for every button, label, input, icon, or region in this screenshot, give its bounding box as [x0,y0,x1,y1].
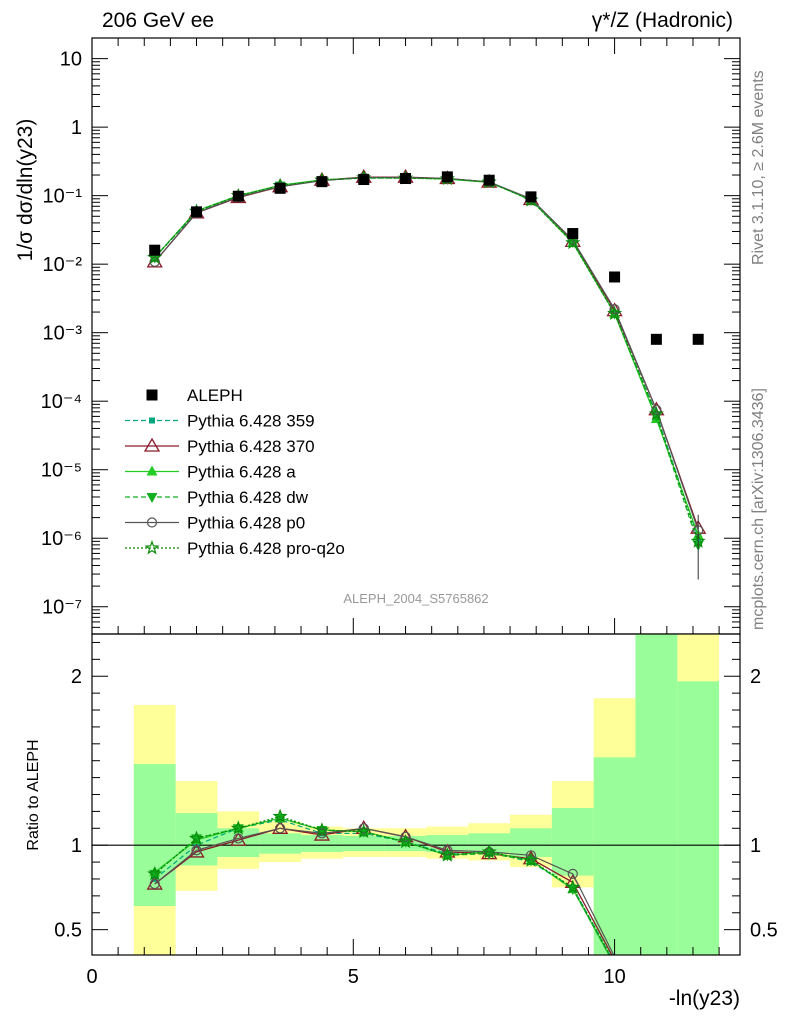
ratio-y-axis-title: Ratio to ALEPH [25,739,42,850]
marker-circle-open [149,878,160,890]
uncertainty-band-inner [551,808,594,876]
main-y-tick-label: 10⁻⁴ [41,391,82,413]
data-point-aleph [650,333,662,345]
legend-label: Pythia 6.428 pro-q2o [187,539,345,558]
x-tick-label: 10 [603,966,625,988]
uncertainty-band-inner [593,757,636,955]
marker-star [147,865,163,881]
marker-star [565,234,581,250]
mcplots-side-label: mcplots.cern.ch [arXiv:1306.3436] [750,388,767,630]
data-point-aleph [441,171,453,183]
data-point-aleph [274,182,286,194]
data-point-aleph [525,191,537,203]
main-plot-panel: 10⁻⁷ 10⁻⁶ 10⁻⁵ 10⁻⁴ 10⁻³ 10⁻² 10⁻¹ 1 10 ALEPH Pyth… [41,37,741,635]
main-y-tick-label: 10⁻⁷ [42,597,82,619]
marker-star [398,833,414,849]
legend-label: Pythia 6.428 dw [187,488,309,507]
ratio-y-tick-label: 1 [71,835,82,857]
marker-circle-open [358,823,369,834]
marker-star [523,852,539,867]
legend-label: Pythia 6.428 370 [187,437,315,456]
ratio-y-tick-label-right: 1 [750,835,761,857]
uncertainty-band-inner [468,833,511,853]
series-line-proq2o [154,177,699,542]
main-y-tick-label: 10⁻¹ [43,186,83,208]
marker-star [481,844,497,859]
main-y-tick-label: 10⁻³ [43,323,83,345]
uncertainty-band-inner [635,634,678,955]
marker-star [272,808,288,823]
marker-circle-open [316,828,328,839]
marker-triangle-down [146,493,158,503]
marker-star [188,830,205,845]
marker-circle-open [525,850,537,861]
main-series-group [146,168,707,580]
ratio-plot-panel: 0.5 0.5 1 1 2 2 0 5 10 [54,633,778,988]
main-y-tick-label: 10⁻⁶ [41,528,82,550]
legend-label: Pythia 6.428 a [187,463,296,482]
uncertainty-band-inner [133,764,176,907]
legend-label: ALEPH [187,386,243,405]
main-y-axis-title: 1/σ dσ/dln(y23) [14,119,37,262]
data-point-aleph [149,244,161,256]
data-point-aleph [400,172,412,184]
legend: ALEPH Pythia 6.428 359 Pythia 6.428 370 Pyt… [125,386,345,558]
marker-star [314,822,330,837]
marker-triangle-open [143,437,161,452]
ratio-line-dw [154,817,610,955]
ratio-y-tick-label-right: 0.5 [750,920,778,942]
header-energy-label: 206 GeV ee [102,9,214,32]
marker-star [565,879,581,894]
data-point-aleph [191,206,203,218]
header-process-label: γ*/Z (Hadronic) [592,9,733,32]
uncertainty-band-inner [301,835,343,852]
marker-triangle [146,465,158,476]
marker-square [149,417,155,424]
marker-triangle-open [188,843,205,858]
data-point-aleph [483,174,495,186]
marker-circle-open [233,833,244,844]
marker-star [144,540,160,555]
rivet-side-label: Rivet 3.1.10, ≥ 2.6M events [750,70,767,265]
legend-marker-aleph [146,389,158,401]
ratio-line-proq2o [154,815,611,955]
ratio-line-p359 [154,819,611,955]
data-point-aleph [692,333,704,345]
marker-circle-open [275,823,286,834]
main-y-tick-label: 10 [60,49,82,71]
marker-circle-open [609,304,620,315]
x-tick-label: 0 [86,966,97,988]
ratio-y-tick-label: 2 [71,666,82,688]
marker-star [356,823,372,839]
x-tick-label: 5 [348,966,359,988]
legend-label: Pythia 6.428 359 [187,412,315,431]
data-point-aleph [316,176,328,188]
data-point-aleph [567,228,579,240]
main-y-tick-label: 10⁻² [43,254,83,276]
data-point-aleph [358,174,370,186]
marker-circle-open [567,868,578,880]
marker-star [439,847,455,862]
x-axis-title: -ln(y23) [669,987,740,1010]
series-line-p359 [154,177,699,539]
marker-circle-open [146,517,158,528]
ratio-y-tick-label: 0.5 [54,920,82,942]
ratio-series-group [146,808,615,955]
uncertainty-band-inner [259,833,302,854]
uncertainty-band-inner [342,835,385,852]
data-point-aleph [232,190,244,202]
marker-star [230,820,246,835]
ratio-y-tick-label-right: 2 [750,666,761,688]
data-point-aleph [609,271,621,283]
main-y-tick-label: 10⁻⁵ [41,460,82,482]
series-line-a [154,177,699,536]
marker-star [607,305,623,320]
marker-circle-open [191,845,202,856]
legend-label: Pythia 6.428 p0 [187,514,305,533]
uncertainty-band-inner [677,681,720,955]
analysis-id-label: ALEPH_2004_S5765862 [343,591,488,606]
marker-star [648,406,664,421]
main-y-tick-label: 1 [71,117,82,139]
